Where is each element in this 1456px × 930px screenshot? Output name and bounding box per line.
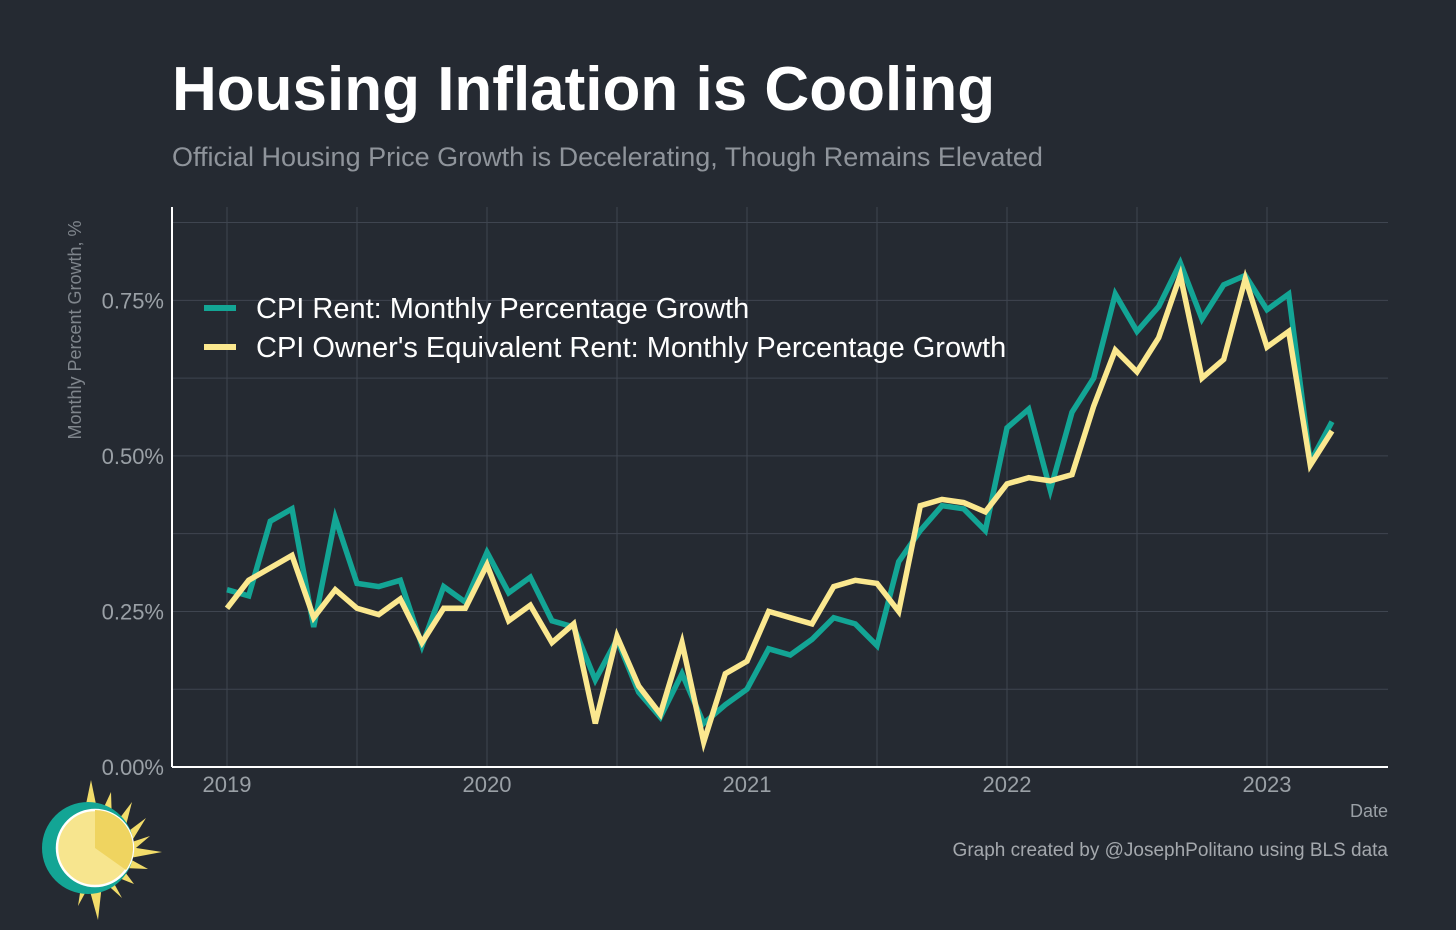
x-axis-title: Date (1350, 801, 1388, 821)
x-tick-label: 2020 (463, 772, 512, 797)
x-tick-label: 2021 (723, 772, 772, 797)
y-tick-label: 0.00% (102, 755, 164, 780)
y-axis-title: Monthly Percent Growth, % (65, 220, 85, 439)
series-line-0 (226, 256, 1335, 728)
source-credit: Graph created by @JosephPolitano using B… (952, 840, 1388, 861)
sun-logo-icon (42, 780, 162, 920)
y-tick-label: 0.25% (102, 599, 164, 624)
x-tick-label: 2019 (203, 772, 252, 797)
y-tick-label: 0.75% (102, 288, 164, 313)
chart-title: Housing Inflation is Cooling (172, 55, 996, 124)
legend-label: CPI Owner's Equivalent Rent: Monthly Per… (256, 332, 1006, 364)
series-line-1 (224, 265, 1335, 753)
x-tick-label: 2022 (983, 772, 1032, 797)
legend-label: CPI Rent: Monthly Percentage Growth (256, 293, 749, 325)
x-tick-label: 2023 (1243, 772, 1292, 797)
chart-subtitle: Official Housing Price Growth is Deceler… (172, 142, 1043, 172)
y-tick-label: 0.50% (102, 444, 164, 469)
